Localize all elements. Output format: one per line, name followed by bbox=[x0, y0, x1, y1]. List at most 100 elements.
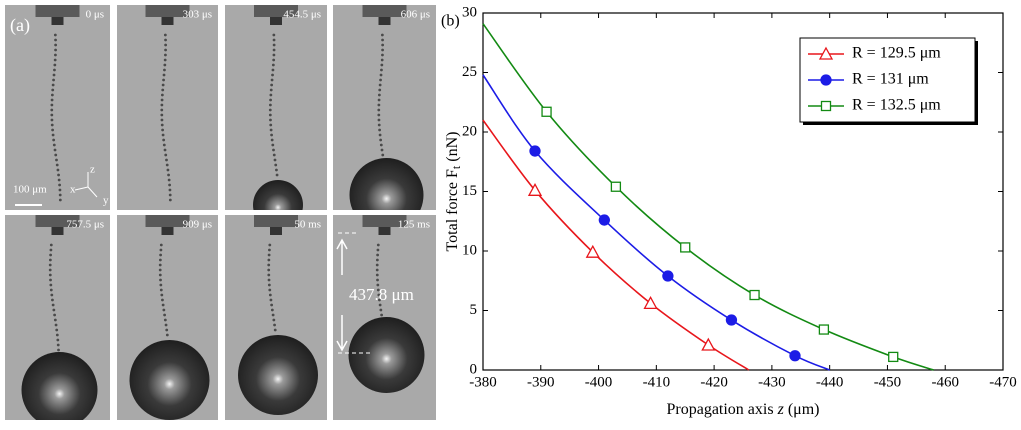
photo-background bbox=[5, 5, 110, 210]
nozzle bbox=[362, 215, 407, 227]
droplet bbox=[50, 108, 54, 112]
frame-time: 125 ms bbox=[398, 219, 430, 231]
droplet bbox=[273, 328, 277, 332]
photo-frame: 50 ms bbox=[225, 215, 327, 420]
frame-time: 909 μs bbox=[183, 219, 212, 231]
droplet bbox=[49, 283, 53, 287]
droplet bbox=[51, 88, 55, 92]
legend-marker bbox=[820, 74, 832, 86]
droplet bbox=[49, 278, 52, 282]
x-axis-label: Propagation axis z (μm) bbox=[666, 401, 819, 418]
droplet bbox=[268, 108, 272, 112]
droplet bbox=[51, 128, 54, 132]
marker bbox=[541, 106, 552, 117]
nozzle bbox=[362, 5, 407, 17]
droplet bbox=[51, 303, 55, 307]
distance-label: 437.8 μm bbox=[349, 285, 414, 304]
droplet bbox=[381, 38, 384, 42]
droplet bbox=[377, 103, 381, 107]
droplet bbox=[57, 173, 60, 177]
droplet bbox=[161, 303, 165, 307]
droplet bbox=[159, 248, 163, 252]
photo-frame: 125 ms bbox=[333, 215, 436, 420]
series bbox=[482, 119, 750, 371]
legend-marker bbox=[820, 100, 832, 112]
droplet bbox=[161, 298, 164, 302]
droplet bbox=[48, 263, 52, 267]
x-tick-label: -410 bbox=[643, 374, 671, 390]
droplet bbox=[271, 68, 275, 72]
marker bbox=[680, 242, 691, 253]
droplet bbox=[158, 268, 162, 272]
droplet bbox=[50, 103, 54, 107]
droplet bbox=[267, 258, 271, 262]
droplet bbox=[267, 283, 271, 287]
droplet bbox=[50, 123, 54, 127]
marker bbox=[643, 296, 658, 310]
panel-label: (a) bbox=[10, 15, 30, 36]
droplet bbox=[52, 308, 56, 312]
droplet bbox=[270, 78, 274, 82]
droplet bbox=[375, 263, 379, 267]
marker bbox=[585, 244, 600, 258]
droplet bbox=[52, 73, 56, 77]
marker bbox=[725, 314, 738, 326]
droplet bbox=[55, 328, 59, 332]
droplet bbox=[164, 43, 168, 47]
chart: 0 5 10 15 20 25 30 -380 -390 -400 -410 -420 -430 -440… bbox=[441, 4, 1017, 417]
marker bbox=[701, 337, 716, 351]
droplet bbox=[160, 113, 164, 117]
droplet bbox=[267, 273, 271, 277]
droplet bbox=[271, 73, 274, 77]
droplet bbox=[54, 53, 57, 57]
photo-frame: 606 μs bbox=[333, 5, 436, 232]
droplet bbox=[272, 33, 276, 37]
droplet bbox=[269, 93, 273, 97]
x-tick-label: -400 bbox=[585, 374, 613, 390]
droplet bbox=[268, 113, 272, 117]
nozzle bbox=[254, 215, 298, 227]
y-axis-label-part: (nN) bbox=[444, 132, 461, 166]
droplet bbox=[270, 83, 274, 87]
droplet bbox=[381, 53, 384, 57]
droplet bbox=[268, 103, 272, 107]
droplet bbox=[376, 283, 380, 287]
droplet bbox=[269, 118, 272, 122]
nozzle-tip bbox=[51, 227, 64, 235]
sphere bbox=[21, 352, 98, 428]
droplet bbox=[270, 308, 274, 312]
y-tick-label: 25 bbox=[462, 64, 477, 80]
droplet bbox=[378, 88, 382, 92]
droplet bbox=[48, 258, 52, 262]
droplet bbox=[163, 318, 167, 322]
droplet bbox=[162, 73, 166, 77]
nozzle bbox=[254, 5, 298, 17]
frame-time: 50 ms bbox=[294, 219, 321, 231]
droplet bbox=[271, 313, 275, 317]
droplet bbox=[268, 288, 272, 292]
nozzle-tip bbox=[161, 17, 174, 25]
droplet bbox=[378, 303, 382, 307]
droplet bbox=[168, 193, 172, 197]
droplet bbox=[160, 93, 164, 97]
droplet bbox=[380, 63, 384, 67]
droplet bbox=[162, 143, 166, 147]
y-tick-label: 10 bbox=[462, 242, 477, 258]
droplet bbox=[273, 158, 277, 162]
droplet bbox=[378, 83, 382, 87]
nozzle-tip bbox=[378, 17, 391, 25]
droplet bbox=[53, 318, 57, 322]
droplet bbox=[267, 253, 271, 257]
x-tick-label: -470 bbox=[989, 374, 1017, 390]
droplet bbox=[160, 103, 164, 107]
x-tick-label: -440 bbox=[816, 374, 844, 390]
droplet bbox=[50, 118, 54, 122]
droplet bbox=[376, 288, 380, 292]
marker bbox=[789, 350, 801, 362]
droplet bbox=[164, 53, 167, 57]
legend: R = 129.5 μm R = 131 μm R = 132.5 μm bbox=[799, 37, 978, 125]
droplet bbox=[58, 193, 62, 197]
arrow-down bbox=[336, 315, 348, 352]
frame-time: 303 μs bbox=[183, 9, 212, 21]
droplet bbox=[49, 243, 53, 247]
